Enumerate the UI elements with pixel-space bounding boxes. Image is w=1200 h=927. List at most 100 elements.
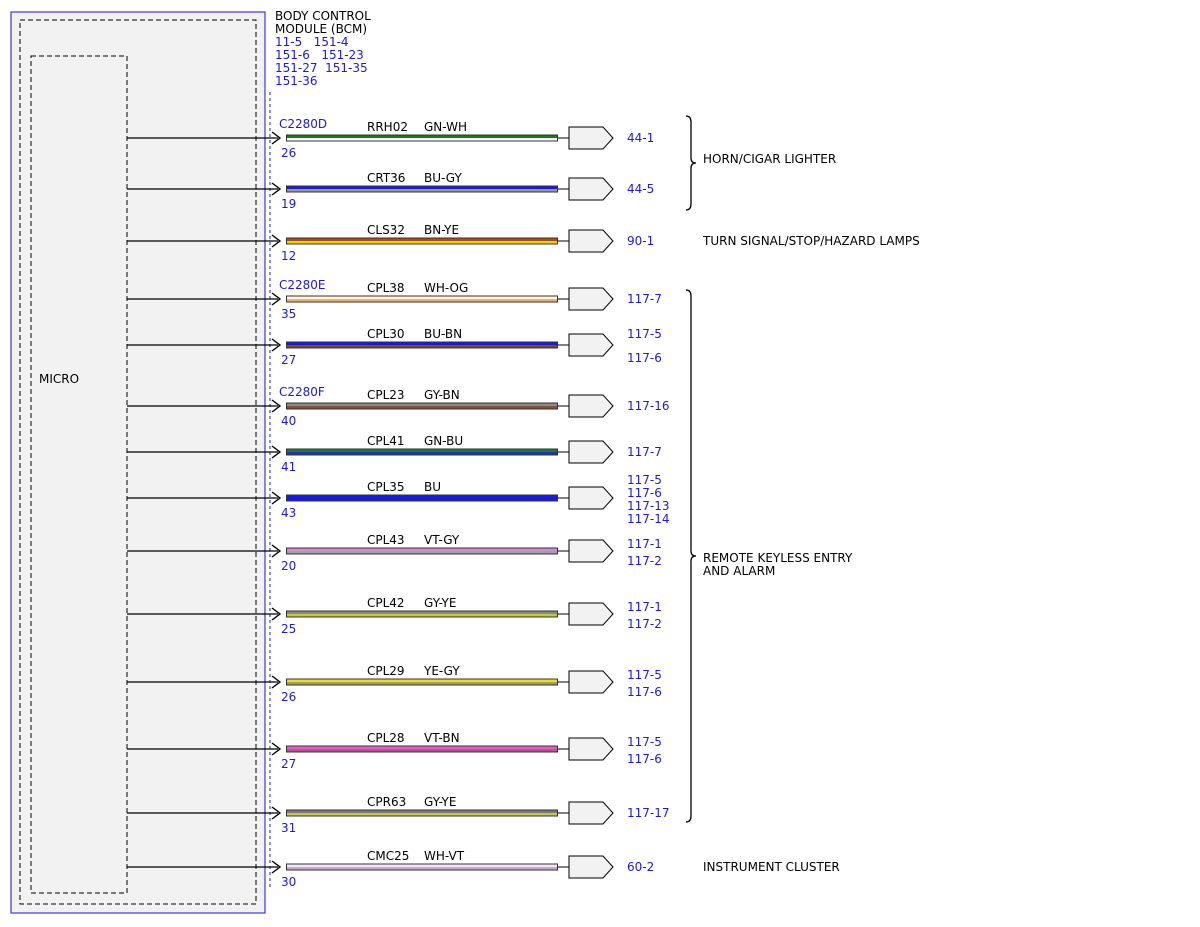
wire-stripe-primary	[287, 864, 557, 867]
wire-stripe-primary	[287, 296, 557, 299]
group-label: REMOTE KEYLESS ENTRY	[703, 551, 853, 565]
page-reference: 90-1	[627, 234, 654, 248]
circuit-id: CPL43	[367, 533, 405, 547]
wire-stripe-primary	[287, 135, 557, 138]
wire-stripe-secondary	[287, 299, 557, 302]
group-label: HORN/CIGAR LIGHTER	[703, 152, 836, 166]
page-reference: 117-1	[627, 537, 662, 551]
wire-stripe-secondary	[287, 241, 557, 244]
module-ref-line-1: 11-5 151-4	[275, 35, 349, 49]
pin-number: 25	[281, 622, 296, 636]
page-reference: 117-6	[627, 685, 662, 699]
pin-number: 35	[281, 307, 296, 321]
wire-stripe-secondary	[287, 867, 557, 870]
page-reference: 117-2	[627, 554, 662, 568]
wire-stripe-secondary	[287, 189, 557, 192]
wire-stripe-secondary	[287, 452, 557, 455]
wire-color-code: BU	[424, 480, 441, 494]
circuit-id: CPL30	[367, 327, 405, 341]
group-label: TURN SIGNAL/STOP/HAZARD LAMPS	[702, 234, 920, 248]
destination-connector-icon	[568, 126, 614, 150]
page-reference: 117-5	[627, 668, 662, 682]
pin-number: 20	[281, 559, 296, 573]
circuit-row: CPL23 GY-BN 40 C2280F 117-16	[127, 385, 670, 428]
module-ref-line-2: 151-6 151-23	[275, 48, 364, 62]
page-reference: 117-2	[627, 617, 662, 631]
pin-arrow-icon	[271, 742, 282, 756]
pin-number: 27	[281, 757, 296, 771]
page-reference: 117-6	[627, 486, 662, 500]
wire-color-code: VT-BN	[424, 731, 460, 745]
wire-color-code: GY-YE	[424, 596, 456, 610]
destination-connector-icon	[568, 287, 614, 311]
circuit-row: CPL28 VT-BN 27 117-5 117-6	[127, 731, 662, 771]
circuit-id: CPL42	[367, 596, 405, 610]
pin-number: 12	[281, 249, 296, 263]
circuit-row: CPL43 VT-GY 20 117-1 117-2	[127, 533, 662, 573]
circuit-row: CPL42 GY-YE 25 117-1 117-2	[127, 596, 662, 636]
pin-number: 19	[281, 197, 296, 211]
pin-arrow-icon	[271, 544, 282, 558]
connector-id: C2280F	[279, 385, 325, 399]
circuits-layer: RRH02 GN-WH 26 C2280D 44-1 CRT36 BU-GY 19 44-5 CL…	[127, 117, 670, 889]
groups-layer: HORN/CIGAR LIGHTER TURN SIGNAL/STOP/HAZAR…	[685, 115, 920, 874]
page-reference: 117-6	[627, 752, 662, 766]
wire-stripe-secondary	[287, 138, 557, 141]
module-ref-line-3: 151-27 151-35	[275, 61, 368, 75]
pin-number: 27	[281, 353, 296, 367]
group-label: INSTRUMENT CLUSTER	[703, 860, 840, 874]
pin-arrow-icon	[271, 675, 282, 689]
circuit-id: CPL23	[367, 388, 405, 402]
pin-arrow-icon	[271, 806, 282, 820]
destination-connector-icon	[568, 440, 614, 464]
circuit-row: CLS32 BN-YE 12 90-1	[127, 223, 654, 263]
circuit-id: CPL38	[367, 281, 405, 295]
micro-block	[30, 55, 128, 894]
wire-stripe-secondary	[287, 406, 557, 409]
circuit-row: CPL38 WH-OG 35 C2280E 117-7	[127, 278, 662, 321]
destination-connector-icon	[568, 486, 614, 510]
page-reference: 60-2	[627, 860, 654, 874]
page-reference: 117-6	[627, 351, 662, 365]
group-brace	[685, 115, 697, 211]
pin-number: 41	[281, 460, 296, 474]
wire-stripe-primary	[287, 403, 557, 406]
circuit-row: CPL30 BU-BN 27 117-5 117-6	[127, 327, 662, 367]
destination-connector-icon	[568, 670, 614, 694]
pin-arrow-icon	[271, 234, 282, 248]
wire-stripe-secondary	[287, 345, 557, 348]
page-reference: 117-7	[627, 292, 662, 306]
circuit-id: RRH02	[367, 120, 408, 134]
group-label: AND ALARM	[703, 564, 775, 578]
module-title-line-2: MODULE (BCM)	[275, 22, 367, 36]
destination-connector-icon	[568, 801, 614, 825]
connector-id: C2280E	[279, 278, 326, 292]
wire-color-code: GN-WH	[424, 120, 467, 134]
wire-stripe-primary	[287, 342, 557, 345]
destination-connector-icon	[568, 333, 614, 357]
pin-number: 31	[281, 821, 296, 835]
page-reference: 117-13	[627, 499, 670, 513]
wire-color-code: YE-GY	[423, 664, 460, 678]
module-title-line-1: BODY CONTROL	[275, 9, 371, 23]
bcm-module-box	[10, 11, 266, 914]
pin-number: 26	[281, 690, 296, 704]
pin-number: 40	[281, 414, 296, 428]
destination-connector-icon	[568, 394, 614, 418]
wire-color-code: WH-VT	[424, 849, 465, 863]
pin-arrow-icon	[271, 491, 282, 505]
module-title: BODY CONTROL MODULE (BCM)	[275, 9, 371, 36]
wire-color-code: GY-YE	[424, 795, 456, 809]
destination-connector-icon	[568, 177, 614, 201]
page-reference: 117-17	[627, 806, 670, 820]
pin-arrow-icon	[271, 182, 282, 196]
module-ref-line-4: 151-36	[275, 74, 318, 88]
circuit-group: TURN SIGNAL/STOP/HAZARD LAMPS	[702, 234, 920, 248]
pin-arrow-icon	[271, 607, 282, 621]
wire-stripe-secondary	[287, 813, 557, 816]
page-reference: 117-14	[627, 512, 670, 526]
page-reference: 44-5	[627, 182, 654, 196]
